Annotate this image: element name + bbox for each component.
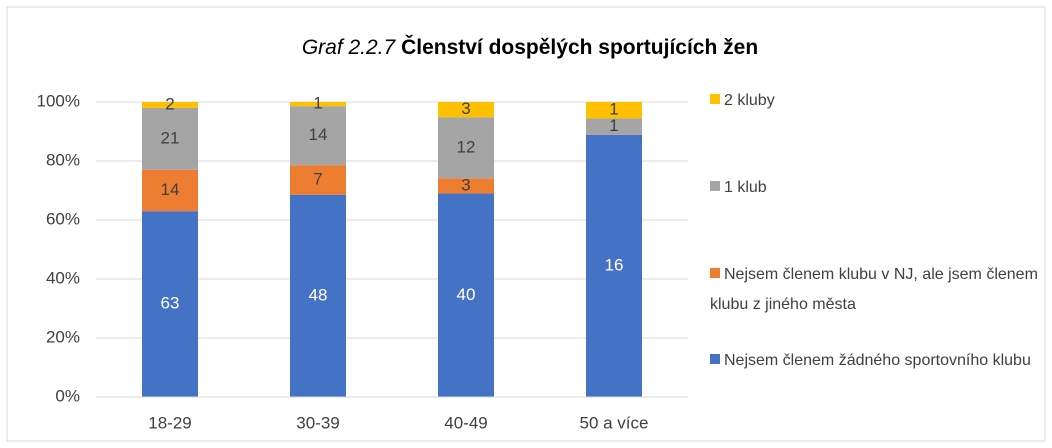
bar-segment bbox=[438, 193, 494, 397]
y-tick-label: 100% bbox=[37, 91, 80, 110]
title-text: Členství dospělých sportujících žen bbox=[401, 35, 758, 59]
bar-segment bbox=[142, 169, 198, 212]
data-label: 1 bbox=[313, 94, 322, 113]
bar-segment bbox=[142, 107, 198, 170]
bar-segment bbox=[290, 102, 346, 107]
legend-swatch bbox=[710, 268, 720, 278]
legend-item: 2 kluby bbox=[710, 86, 1040, 116]
y-tick-label: 40% bbox=[46, 268, 80, 287]
legend-item: Nejsem členem klubu v NJ, ale jsem člene… bbox=[710, 260, 1040, 320]
data-label: 16 bbox=[605, 255, 624, 274]
data-label: 12 bbox=[457, 137, 476, 156]
bar-segment bbox=[438, 178, 494, 194]
bar-segment bbox=[586, 134, 642, 397]
data-label: 1 bbox=[609, 100, 618, 119]
bar-segment bbox=[438, 102, 494, 118]
data-label: 40 bbox=[457, 285, 476, 304]
data-label: 3 bbox=[461, 175, 470, 194]
legend-swatch bbox=[710, 181, 720, 191]
data-label: 63 bbox=[161, 294, 180, 313]
bar-segment bbox=[586, 118, 642, 135]
bar-segment bbox=[290, 194, 346, 397]
data-label: 7 bbox=[313, 169, 322, 188]
data-label: 1 bbox=[609, 116, 618, 135]
data-label: 21 bbox=[161, 128, 180, 147]
x-tick-label: 18-29 bbox=[148, 413, 191, 432]
bar-segment bbox=[290, 106, 346, 166]
legend-label: Nejsem členem žádného sportovního klubu bbox=[724, 352, 1031, 369]
y-tick-label: 60% bbox=[46, 209, 80, 228]
data-label: 2 bbox=[165, 94, 174, 113]
y-tick-label: 0% bbox=[55, 386, 80, 405]
bar-segment bbox=[438, 117, 494, 179]
data-label: 14 bbox=[309, 125, 328, 144]
title-number: Graf 2.2.7 bbox=[302, 36, 397, 59]
legend-swatch bbox=[710, 354, 720, 364]
data-label: 3 bbox=[461, 99, 470, 118]
bar-segment bbox=[142, 211, 198, 397]
bar-segment bbox=[142, 102, 198, 108]
chart-title: Graf 2.2.7 Členství dospělých sportující… bbox=[302, 35, 758, 59]
legend-item: Nejsem členem žádného sportovního klubu bbox=[710, 346, 1040, 376]
y-tick-label: 20% bbox=[46, 327, 80, 346]
data-label: 14 bbox=[161, 180, 180, 199]
legend-label: Nejsem členem klubu v NJ, ale jsem člene… bbox=[710, 266, 1038, 313]
legend-swatch bbox=[710, 94, 720, 104]
x-tick-label: 50 a více bbox=[580, 413, 649, 432]
legend-label: 2 kluby bbox=[724, 92, 775, 109]
bar-segment bbox=[290, 165, 346, 195]
data-label: 48 bbox=[309, 285, 328, 304]
y-tick-label: 80% bbox=[46, 150, 80, 169]
legend-label: 1 klub bbox=[724, 179, 767, 196]
legend-item: 1 klub bbox=[710, 173, 1040, 203]
x-tick-label: 40-49 bbox=[444, 413, 487, 432]
bar-segment bbox=[586, 102, 642, 119]
x-tick-label: 30-39 bbox=[296, 413, 339, 432]
